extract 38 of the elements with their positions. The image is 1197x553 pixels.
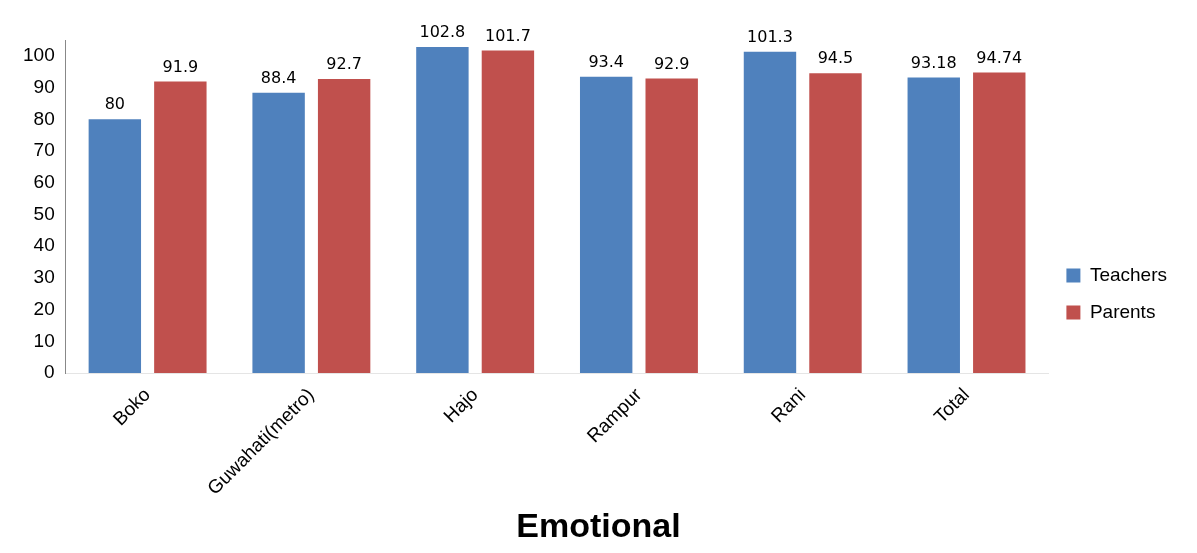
y-tick-label: 10 xyxy=(33,329,55,351)
text: Emotional xyxy=(516,505,681,544)
y-tick-label: 80 xyxy=(33,107,55,129)
data-label: 93.4 xyxy=(588,51,624,71)
data-label: 88.4 xyxy=(260,67,297,87)
legend-label: Teachers xyxy=(1089,263,1168,285)
data-label: 80 xyxy=(104,94,126,114)
y-tick-label: 60 xyxy=(33,170,55,192)
bar xyxy=(645,78,698,374)
data-label: 101.7 xyxy=(485,25,531,45)
bar xyxy=(252,92,305,374)
y-tick-label: 40 xyxy=(33,234,55,256)
data-label: 92.9 xyxy=(653,53,690,73)
y-tick-label: 0 xyxy=(44,361,55,383)
data-label: 94.74 xyxy=(976,47,1023,67)
bar xyxy=(481,50,535,374)
bar xyxy=(579,76,633,374)
bar xyxy=(743,51,797,374)
y-tick-label: 30 xyxy=(33,266,55,288)
y-tick-label: 70 xyxy=(33,139,55,161)
data-label: 101.3 xyxy=(747,26,793,46)
bar xyxy=(973,72,1026,374)
data-label: 94.5 xyxy=(817,48,854,68)
data-label: 92.7 xyxy=(326,54,362,74)
data-label: 102.8 xyxy=(419,22,466,42)
bar xyxy=(154,81,207,374)
data-label: 93.18 xyxy=(910,52,957,72)
bar xyxy=(907,77,960,374)
bar xyxy=(416,46,469,374)
y-tick-label: 20 xyxy=(33,297,55,319)
bar xyxy=(809,73,862,374)
legend-label: Parents xyxy=(1089,300,1156,322)
y-tick-label: 50 xyxy=(33,202,55,224)
bar xyxy=(88,119,142,374)
y-tick-label: 100 xyxy=(23,44,55,66)
bar xyxy=(317,79,371,374)
y-tick-label: 90 xyxy=(33,75,55,97)
data-label: 91.9 xyxy=(162,56,199,76)
